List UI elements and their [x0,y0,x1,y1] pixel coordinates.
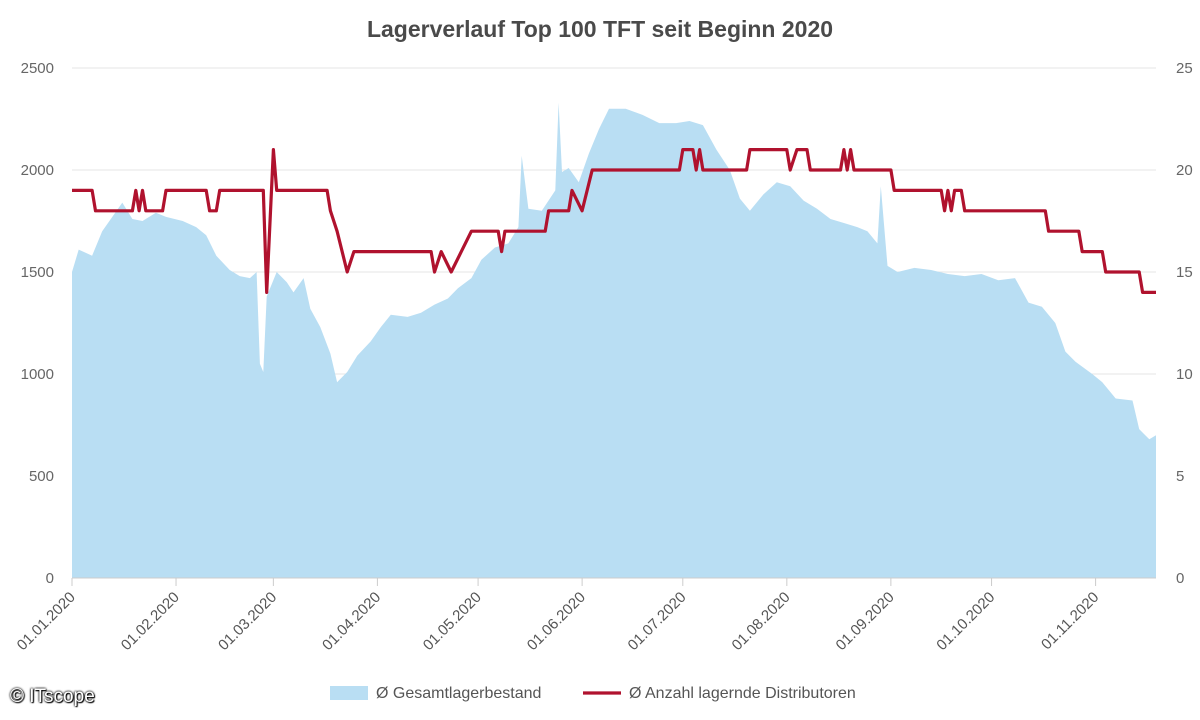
x-tick-label: 01.07.2020 [625,589,690,654]
x-tick-label: 01.10.2020 [933,589,998,654]
line-series-anzahl-distributoren [72,148,1156,294]
y-right-tick-label: 0 [1176,570,1184,587]
y-left-tick-label: 2500 [21,60,54,77]
y-left-tick-label: 500 [29,468,54,485]
copyright-notice: © ITscope [10,686,95,707]
x-tick-label: 01.04.2020 [319,589,384,654]
y-left-tick-label: 2000 [21,162,54,179]
legend-swatch-area [330,686,368,700]
x-tick-label: 01.05.2020 [420,589,485,654]
y-right-tick-label: 15 [1176,264,1193,281]
x-tick-label: 01.08.2020 [729,589,794,654]
area-series-gesamtlagerbestand [72,102,1156,578]
x-tick-label: 01.11.2020 [1038,589,1102,653]
x-tick-label: 01.03.2020 [215,589,280,654]
y-right-tick-label: 25 [1176,60,1193,77]
legend-label-area: Ø Gesamtlagerbestand [376,685,541,702]
x-tick-label: 01.02.2020 [118,589,183,654]
x-tick-label: 01.09.2020 [833,589,898,654]
area-series-layer [72,102,1156,578]
y-right-tick-label: 10 [1176,366,1193,383]
line-series-layer [72,148,1156,294]
chart-title: Lagerverlauf Top 100 TFT seit Beginn 202… [366,16,834,42]
y-right-tick-label: 5 [1176,468,1184,485]
y-left-tick-label: 1000 [21,366,54,383]
x-tick-label: 01.01.2020 [14,589,79,654]
legend-label-line: Ø Anzahl lagernde Distributoren [629,685,856,702]
y-right-tick-label: 20 [1176,162,1193,179]
y-left-tick-label: 0 [46,570,54,587]
y-left-tick-label: 1500 [21,264,54,281]
x-tick-label: 01.06.2020 [524,589,589,654]
legend: Ø Gesamtlagerbestand Ø Anzahl lagernde Di… [330,685,856,702]
